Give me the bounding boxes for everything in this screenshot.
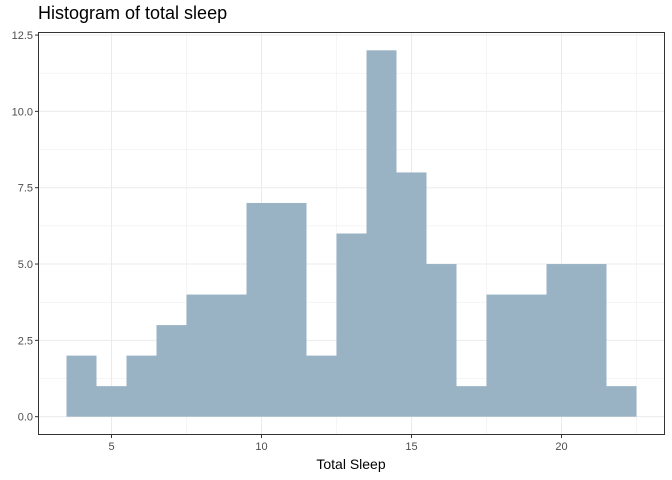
histogram-bar — [576, 264, 607, 417]
y-axis: 0.0 2.5 5.0 7.5 10.0 12.5 — [12, 30, 38, 424]
histogram-bar — [96, 386, 127, 417]
y-tick-label: 12.5 — [12, 30, 33, 42]
histogram-bar — [396, 172, 427, 417]
y-tick-label: 10.0 — [12, 106, 33, 118]
x-axis-title: Total Sleep — [316, 456, 385, 472]
histogram-bar — [156, 325, 187, 417]
x-tick-label: 10 — [255, 441, 267, 453]
histogram-bar — [606, 386, 637, 417]
histogram-bar — [246, 202, 277, 417]
histogram-bar — [456, 386, 487, 417]
y-tick-label: 2.5 — [18, 335, 33, 347]
histogram-bar — [186, 294, 217, 417]
x-tick-label: 5 — [108, 441, 114, 453]
x-axis: 5 10 15 20 — [108, 435, 568, 453]
x-tick-label: 20 — [555, 441, 567, 453]
histogram-bar — [546, 264, 577, 417]
histogram-bar — [126, 355, 157, 417]
histogram-bar — [306, 355, 337, 417]
histogram-bar — [216, 294, 247, 417]
histogram-bar — [486, 294, 517, 417]
histogram-bars — [66, 50, 637, 417]
histogram-bar — [66, 355, 97, 417]
histogram-bar — [426, 264, 457, 417]
chart-title: Histogram of total sleep — [38, 3, 228, 23]
panel-border — [38, 32, 665, 435]
y-tick-label: 0.0 — [18, 412, 33, 424]
histogram-bar — [336, 233, 367, 417]
histogram-bar — [276, 202, 307, 417]
histogram-bar — [516, 294, 547, 417]
x-tick-label: 15 — [405, 441, 417, 453]
y-tick-label: 7.5 — [18, 183, 33, 195]
y-tick-label: 5.0 — [18, 259, 33, 271]
histogram-bar — [366, 50, 397, 417]
